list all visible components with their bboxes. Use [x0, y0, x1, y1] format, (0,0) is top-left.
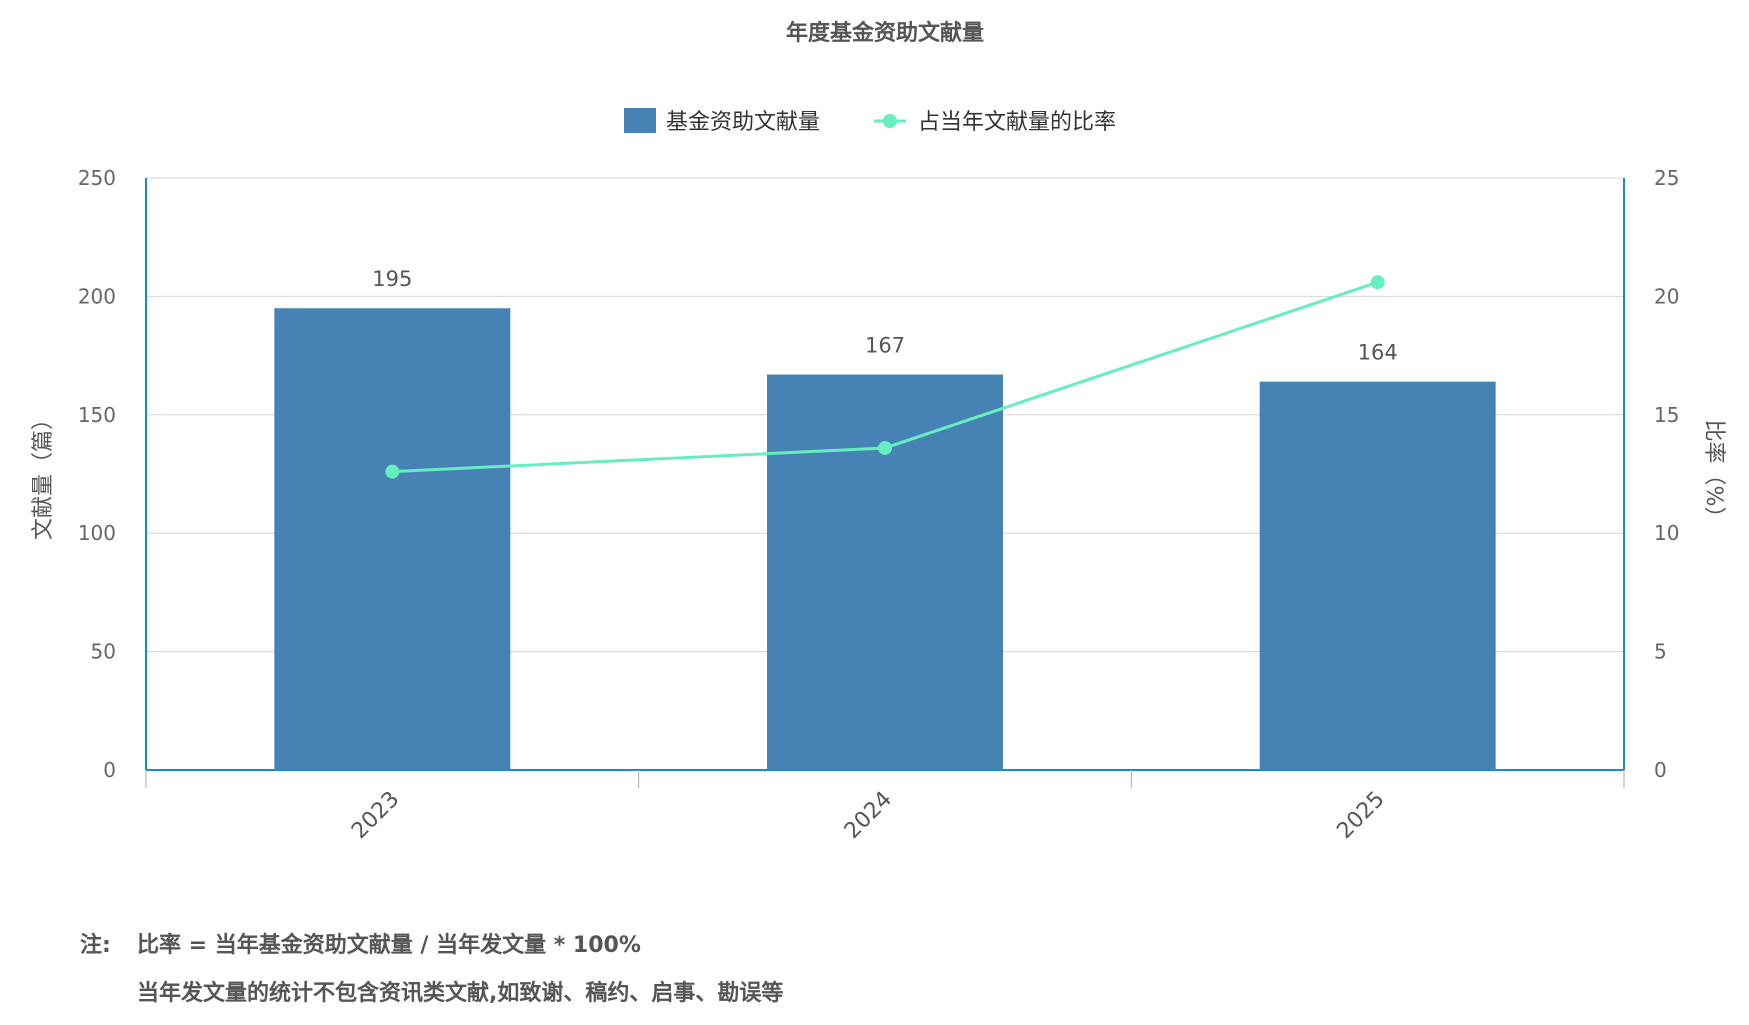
chart-title: 年度基金资助文献量	[786, 20, 984, 46]
y-axis-title-right: 比率（%）	[1701, 420, 1726, 529]
y-tick-label-left: 250	[78, 166, 116, 190]
bar-2023	[274, 308, 511, 770]
note-formula: 比率 = 当年基金资助文献量 / 当年发文量 * 100%	[137, 933, 641, 958]
y-tick-label-right: 0	[1654, 758, 1667, 782]
ratio-point-2023	[385, 464, 400, 479]
y-tick-label-left: 200	[78, 284, 116, 308]
y-tick-label-right: 15	[1654, 403, 1679, 427]
y-tick-label-right: 10	[1654, 521, 1679, 545]
bar-data-label: 167	[865, 334, 905, 358]
bar-data-label: 164	[1358, 341, 1398, 365]
legend-bar-swatch	[624, 108, 656, 133]
y-tick-label-right: 20	[1654, 284, 1679, 308]
x-tick-label: 2023	[347, 787, 404, 844]
bar-2024	[767, 374, 1003, 770]
y-tick-label-right: 5	[1654, 640, 1667, 664]
y-tick-label-right: 25	[1654, 166, 1679, 190]
ratio-point-2025	[1370, 275, 1385, 290]
ratio-point-2024	[878, 440, 892, 455]
y-tick-label-left: 100	[78, 521, 116, 545]
bar-2025	[1259, 381, 1496, 770]
y-tick-label-left: 150	[78, 403, 116, 427]
legend-bar-label: 基金资助文献量	[666, 110, 820, 135]
note-label: 注:	[80, 933, 111, 958]
y-tick-label-left: 50	[91, 640, 116, 664]
x-tick-label: 2025	[1332, 787, 1389, 844]
legend-line-label: 占当年文献量的比率	[918, 110, 1116, 135]
note-exclusion: 当年发文量的统计不包含资讯类文献,如致谢、稿约、启事、勘误等	[137, 981, 784, 1006]
y-tick-label-left: 0	[103, 758, 116, 782]
bar-data-label: 195	[372, 267, 412, 291]
y-axis-title-left: 文献量（篇）	[31, 408, 56, 540]
x-tick-label: 2024	[840, 787, 897, 844]
legend-line-marker	[883, 114, 897, 128]
